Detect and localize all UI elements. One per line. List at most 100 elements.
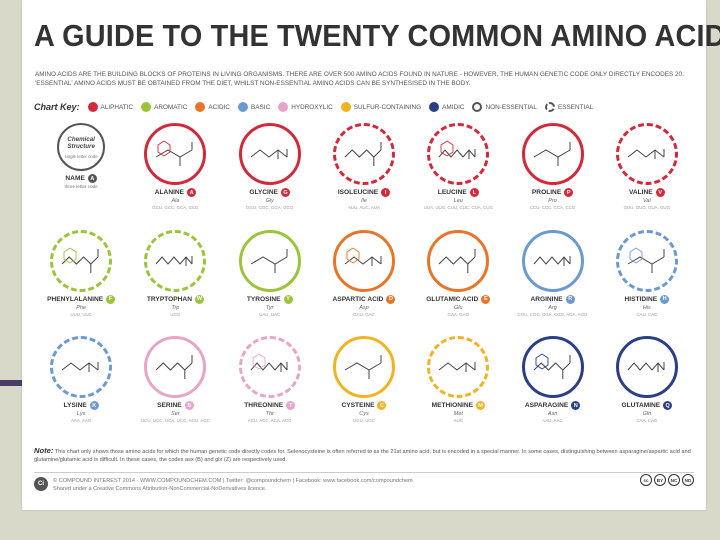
three-letter-code: Pro [548, 198, 557, 204]
key-item-label: ESSENTIAL [557, 103, 594, 111]
amino-acid-name: LEUCINE [437, 189, 467, 196]
single-letter-badge: P [564, 188, 574, 197]
structure-ring [427, 123, 490, 185]
codons: CGU, CGC, CGA, CGG, AGA, AGG [517, 311, 588, 317]
codons: UGG [170, 311, 181, 317]
single-letter-badge: A [187, 188, 197, 197]
structure-ring [144, 229, 207, 292]
structure-ring [238, 336, 301, 399]
cc-nc-icon: NC [668, 474, 680, 486]
legend-three-letter-code: three letter code [64, 184, 98, 189]
structure-ring [521, 336, 584, 399]
codons: AAA, AAG [71, 418, 92, 424]
amino-acid-cysteine: CYSTEINE C Cys UGU, UGC [317, 336, 411, 443]
codons: CAA, CAG [636, 418, 658, 424]
single-letter-badge: L [469, 188, 479, 197]
amino-acid-isoleucine: ISOLEUCINE I Ile AUU, AUC, AUA [317, 123, 411, 230]
amino-acid-lysine: LYSINE K Lys AAA, AAG [34, 336, 128, 443]
amino-acid-name: ALANINE [154, 189, 185, 196]
structure-ring [615, 336, 678, 399]
amino-acid-name: CYSTEINE [341, 402, 375, 410]
cc-cc-icon: cc [640, 474, 652, 486]
left-accent-stripe [0, 380, 22, 386]
chemical-structure-icon [156, 355, 193, 380]
key-swatch-icon [141, 102, 152, 112]
key-swatch-icon [238, 102, 249, 112]
chemical-structure-icon [438, 140, 476, 159]
name-row: THREONINE T [244, 401, 296, 411]
poster-title: A GUIDE TO THE TWENTY COMMON AMINO ACIDS [34, 18, 720, 53]
footer-licence: Shared under a Creative Commons Attribut… [53, 486, 267, 492]
name-row: TRYPTOPHAN W [147, 294, 204, 304]
three-letter-code: His [642, 304, 651, 311]
chemical-structure-icon [61, 247, 99, 273]
key-item-label: HYDROXYLIC [291, 103, 333, 111]
legend-chemical-structure: Chemical Structure [67, 135, 95, 150]
name-row: GLYCINE G [249, 188, 291, 197]
chemical-structure-icon [438, 248, 476, 273]
codons: UCU, UCC, UCA, UCG, AGU, AGC [141, 418, 210, 424]
three-letter-code: Cys [359, 411, 369, 418]
key-swatch-icon [429, 102, 440, 112]
single-letter-badge: R [565, 294, 575, 304]
name-row: PROLINE P [532, 188, 574, 197]
key-item-sulfur-containing: SULFUR-CONTAINING [340, 102, 422, 112]
chemical-structure-icon [344, 247, 382, 266]
single-letter-badge: V [655, 188, 665, 197]
single-letter-badge: W [194, 294, 204, 304]
amino-acid-threonine: THREONINE T Thr ACU, ACC, ACA, ACG [223, 336, 317, 443]
amino-acid-name: GLYCINE [249, 189, 279, 196]
amino-acid-serine: SERINE S Ser UCU, UCC, UCA, UCG, AGU, AGC [128, 336, 222, 443]
legend-cell: Chemical Structure single letter code NA… [34, 123, 128, 230]
chemical-structure-icon [250, 353, 288, 373]
name-row: CYSTEINE C [341, 401, 387, 411]
name-row: VALINE V [629, 188, 665, 197]
chemical-structure-icon [61, 362, 99, 373]
key-item-label: AMIDIC [442, 103, 465, 111]
amino-acid-poster: A GUIDE TO THE TWENTY COMMON AMINO ACIDS… [22, 0, 720, 510]
structure-ring [144, 123, 207, 185]
codons: GCU, GCC, GCA, GCG [152, 205, 199, 210]
amino-acid-valine: VALINE V Val GUU, GUC, GUA, GUG [600, 123, 694, 230]
three-letter-code: Thr [265, 411, 274, 418]
name-row: LYSINE K [64, 401, 99, 411]
name-row: ARGININE R [530, 294, 575, 304]
single-letter-badge: H [660, 294, 670, 304]
structure-ring [332, 336, 395, 399]
single-letter-badge: E [481, 294, 491, 304]
key-swatch-icon [278, 102, 289, 112]
key-item-label: ACIDIC [208, 103, 231, 111]
chemical-structure-icon [156, 140, 193, 166]
single-letter-badge: C [377, 401, 387, 411]
key-swatch-icon [195, 102, 206, 112]
chemical-structure-icon [344, 355, 382, 380]
structure-ring [427, 336, 490, 399]
three-letter-code: Arg [548, 304, 557, 311]
structure-ring [427, 229, 490, 292]
footer-credits: © COMPOUND INTEREST 2014 · WWW.COMPOUNDC… [53, 478, 413, 484]
codons: CAU, CAC [636, 311, 658, 317]
note-text: Note: This chart only shows those amino … [34, 447, 694, 464]
amino-acid-tyrosine: TYROSINE Y Tyr UAU, UAC [223, 229, 317, 337]
name-row: ISOLEUCINE I [337, 188, 391, 197]
single-letter-badge: I [381, 188, 391, 197]
amino-acid-name: THREONINE [244, 402, 284, 410]
note-body: This chart only shows those amino acids … [34, 449, 691, 463]
three-letter-code: Gly [265, 198, 274, 204]
codons: UUU, UUC [70, 311, 92, 317]
three-letter-code: Asp [359, 304, 369, 311]
single-letter-badge: G [281, 188, 291, 197]
key-item-label: BASIC [251, 103, 271, 111]
structure-ring [521, 123, 584, 185]
chemical-structure-icon [533, 353, 571, 380]
name-row: HISTIDINE H [625, 294, 670, 304]
amino-acid-name: ISOLEUCINE [337, 189, 379, 196]
chemical-structure-icon [250, 248, 288, 273]
name-row: LEUCINE L [438, 188, 479, 197]
left-background-band [0, 0, 22, 540]
amino-acid-name: PHENYLALANINE [47, 295, 104, 303]
amino-acid-name: SERINE [157, 402, 182, 410]
key-item-amidic: AMIDIC [429, 102, 464, 112]
poster-intro: AMINO ACIDS ARE THE BUILDING BLOCKS OF P… [35, 71, 684, 87]
key-item-label: SULFUR-CONTAINING [353, 103, 422, 111]
